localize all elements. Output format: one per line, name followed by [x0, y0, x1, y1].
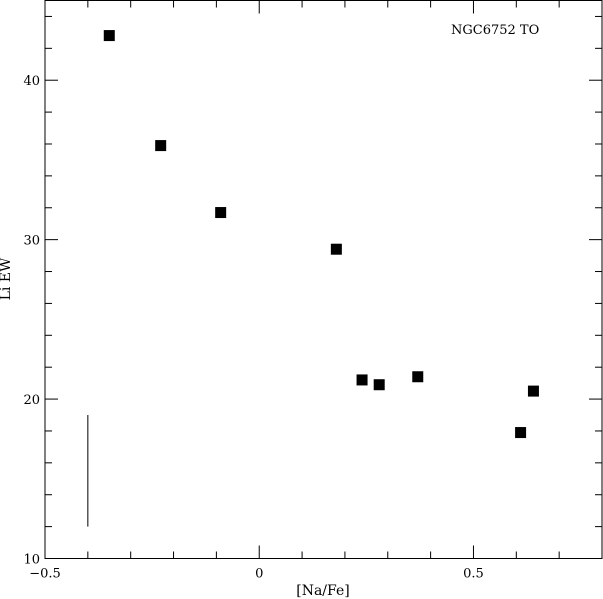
y-tick-label: 20	[23, 393, 40, 408]
data-point	[527, 385, 539, 397]
data-point	[515, 427, 527, 439]
data-point	[215, 207, 227, 219]
y-tick-label: 40	[23, 74, 40, 89]
plot-frame	[44, 0, 603, 559]
chart-annotation: NGC6752 TO	[451, 23, 539, 38]
x-axis-label: [Na/Fe]	[296, 583, 349, 599]
y-tick-label: 30	[23, 234, 40, 249]
axis-tick-labels: −0.5 0 0.5 10 20 30 40	[23, 74, 483, 581]
x-tick-label: 0.5	[463, 567, 484, 582]
x-tick-label: −0.5	[29, 567, 61, 582]
data-point	[103, 30, 115, 42]
data-points	[103, 30, 539, 439]
y-axis-label: Li EW	[0, 257, 14, 300]
data-point	[330, 243, 342, 255]
data-point	[373, 379, 385, 391]
x-tick-label: 0	[255, 567, 263, 582]
data-point	[356, 374, 368, 386]
data-point	[155, 140, 167, 152]
axis-ticks	[44, 0, 603, 559]
y-tick-label: 10	[23, 553, 40, 568]
data-point	[412, 371, 424, 383]
